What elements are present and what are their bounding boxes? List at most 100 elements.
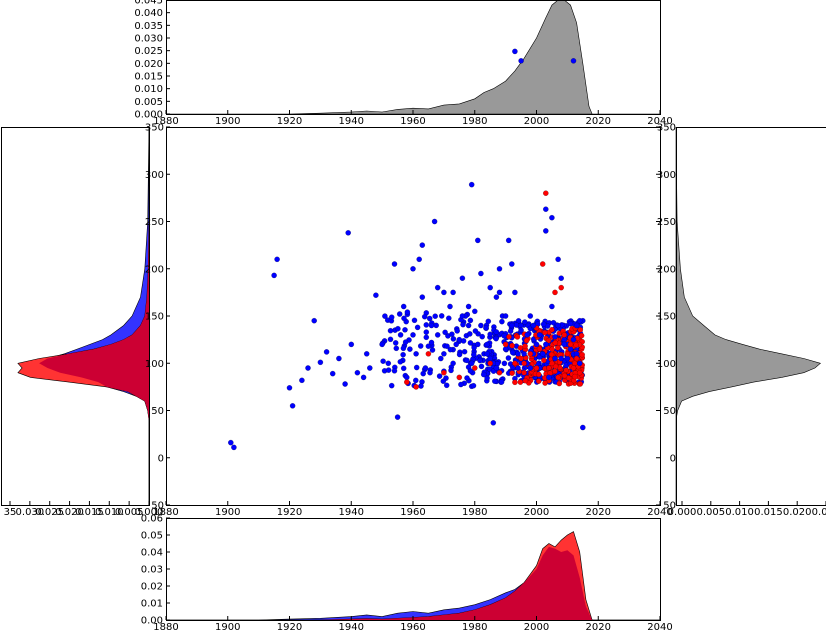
blue-point (411, 317, 418, 323)
x-tick-label: 0.015 (75, 507, 104, 518)
x-tick-label: 2000 (524, 507, 549, 518)
red-point (404, 379, 410, 385)
blue-point (493, 365, 500, 371)
blue-point (450, 360, 456, 366)
blue-point (564, 355, 571, 362)
red-point (517, 345, 524, 351)
red-point (543, 190, 549, 196)
blue-point (414, 364, 420, 371)
blue-point (552, 334, 558, 340)
blue-point (475, 237, 481, 244)
y-tick-label-left: 50 (151, 501, 164, 512)
blue-point (458, 381, 464, 388)
red-point (514, 334, 521, 340)
blue-point (432, 313, 438, 319)
blue-point (464, 357, 470, 364)
series-density-area (675, 126, 822, 505)
blue-point (522, 319, 528, 325)
blue-point (527, 313, 534, 319)
x-tick-label: 2020 (586, 622, 611, 631)
blue-point (477, 357, 483, 364)
red-point (578, 332, 585, 339)
blue-point (518, 58, 524, 64)
red-point (563, 367, 569, 373)
blue-point (416, 256, 422, 262)
blue-point (509, 322, 515, 329)
blue-point (414, 324, 421, 331)
blue-point (397, 359, 403, 365)
blue-point (441, 351, 447, 357)
blue-point (465, 303, 472, 310)
blue-point (496, 289, 503, 296)
blue-point (413, 377, 419, 384)
blue-point (524, 332, 530, 338)
y-tick-label: 0.005 (134, 97, 163, 108)
x-tick-label: 1980 (462, 622, 487, 631)
x-tick-label: 0.025 (812, 507, 826, 518)
blue-point (354, 370, 361, 376)
blue-point (348, 341, 354, 348)
blue-point (536, 332, 543, 338)
y-tick-label-right: 50 (663, 501, 676, 512)
red-point (577, 381, 584, 387)
blue-point (506, 237, 512, 244)
red-point (536, 346, 543, 352)
y-tick-label: 0.015 (134, 72, 163, 83)
y-tick-label-left: 200 (145, 264, 164, 275)
blue-point (513, 322, 520, 328)
blue-point (454, 328, 460, 334)
red-point (541, 357, 547, 363)
x-tick-label: 0.010 (95, 507, 124, 518)
blue-point (461, 349, 468, 355)
y-tick-label: 0.00 (141, 616, 163, 627)
x-tick-label: 0.020 (783, 507, 812, 518)
red-point (577, 327, 584, 333)
y-tick-label: 0.06 (141, 514, 163, 525)
x-tick-label: 1900 (215, 622, 240, 631)
blue-point (404, 374, 410, 381)
y-tick-label: 0.025 (134, 46, 163, 57)
x-tick-label: 0.005 (696, 507, 725, 518)
blue-point (496, 266, 503, 272)
blue-point (400, 352, 406, 358)
blue-point (450, 336, 457, 342)
x-tick-label: 2000 (524, 116, 549, 127)
blue-point (397, 332, 404, 338)
red-point (552, 340, 559, 346)
blue-point (389, 382, 395, 389)
red-point (542, 380, 548, 386)
blue-point (393, 345, 399, 351)
blue-point (549, 214, 555, 221)
blue-point (289, 403, 296, 409)
y-tick-label-left: 300 (145, 170, 164, 181)
y-tick-label-right: 250 (657, 217, 676, 228)
blue-point (515, 318, 522, 324)
x-tick-label: 0.020 (55, 507, 84, 518)
red-point (579, 352, 585, 358)
y-tick-label-right: 300 (657, 170, 676, 181)
red-point (523, 337, 530, 344)
x-tick-label: 2040 (647, 116, 672, 127)
blue-point (423, 329, 429, 335)
blue-point (456, 351, 463, 358)
blue-point (389, 314, 395, 320)
red-point (522, 343, 528, 349)
blue-point (407, 346, 413, 352)
y-tick-label-right: 100 (657, 359, 676, 370)
blue-point (401, 303, 407, 310)
red-point (567, 341, 574, 348)
blue-point (446, 315, 452, 321)
red-point (521, 370, 527, 376)
blue-point (487, 331, 493, 337)
blue-point (478, 322, 484, 329)
x-tick-label: 1940 (339, 622, 364, 631)
blue-point (465, 322, 472, 329)
blue-point (493, 335, 499, 342)
blue-point (484, 351, 490, 357)
red-point (425, 351, 432, 357)
blue-point (567, 346, 574, 352)
blue-point (540, 351, 546, 357)
